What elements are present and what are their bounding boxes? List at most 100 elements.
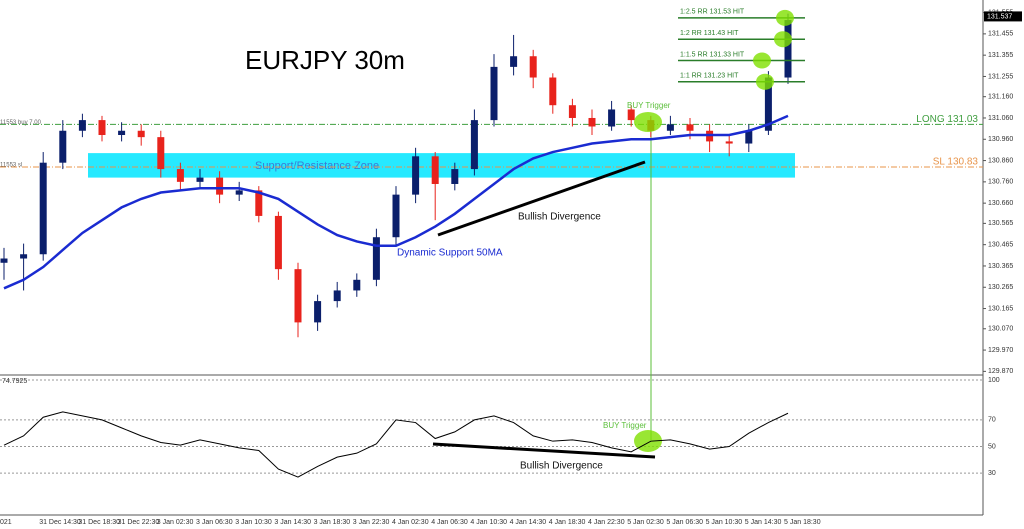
candle-body: [353, 279, 361, 291]
y-tick-label: 130.465: [988, 242, 1013, 249]
candle-body: [549, 77, 557, 106]
rsi-line: [3, 411, 789, 478]
candle-body: [137, 130, 145, 138]
candle-body: [764, 77, 772, 131]
x-tick-label: 3 Jan 18:30: [314, 519, 351, 526]
annotation: BUY Trigger: [627, 101, 671, 110]
candle-body: [333, 290, 341, 302]
x-tick-label: 31 Dec 18:30: [78, 519, 120, 526]
chart-title: EURJPY 30m: [245, 45, 405, 75]
y-tick-label: 131.160: [988, 94, 1013, 101]
x-tick-label: 4 Jan 10:30: [470, 519, 507, 526]
candle-body: [568, 105, 576, 118]
y-tick-label: 130.860: [988, 157, 1013, 164]
hit-marker: [776, 9, 794, 26]
level-label: SL 130.83: [933, 157, 979, 168]
x-tick-label: 3 Jan 06:30: [196, 519, 233, 526]
x-tick-label: 3 Jan 02:30: [157, 519, 194, 526]
candle-body: [78, 120, 86, 131]
candle-body: [608, 109, 616, 127]
candle-body: [470, 120, 478, 170]
indicator-value: 74.7925: [2, 378, 27, 385]
candle-body: [627, 109, 635, 121]
x-tick-label: 3 Jan 10:30: [235, 519, 272, 526]
candle-body: [196, 177, 204, 182]
y-tick-label: 131.255: [988, 73, 1013, 80]
candle-body: [490, 66, 498, 121]
candle-body: [431, 156, 439, 184]
y-tick-label: 130.960: [988, 136, 1013, 143]
ma-label: Dynamic Support 50MA: [397, 248, 503, 259]
candle-body: [745, 130, 753, 144]
x-tick-label: 5 Jan 02:30: [627, 519, 664, 526]
candle-body: [98, 120, 106, 136]
y-tick-label: 130.565: [988, 220, 1013, 227]
x-tick-label: 31 Dec 14:30: [39, 519, 81, 526]
x-tick-label: 5 Jan 06:30: [666, 519, 703, 526]
divergence-line: [437, 160, 646, 237]
x-tick-label: 4 Jan 06:30: [431, 519, 468, 526]
candle-body: [725, 141, 733, 144]
candle-body: [39, 162, 47, 255]
target-label: 1:2.5 RR 131.53 HIT: [680, 9, 745, 16]
y-tick-label: 50: [988, 443, 996, 450]
x-tick-label: 4 Jan 02:30: [392, 519, 429, 526]
candle-body: [686, 124, 694, 131]
x-tick-label: 4 Jan 18:30: [549, 519, 586, 526]
candle-body: [314, 301, 322, 323]
zone-label: Support/Resistance Zone: [255, 160, 379, 172]
target-label: 1:2 RR 131.43 HIT: [680, 30, 739, 37]
hit-marker: [753, 52, 771, 69]
price-tag: [984, 11, 1022, 22]
x-tick-label: 5 Jan 18:30: [784, 519, 821, 526]
candle-body: [0, 258, 8, 263]
candle-body: [59, 130, 67, 163]
order-label: 11553 sl: [0, 163, 22, 169]
target-label: 1:1 RR 131.23 HIT: [680, 73, 739, 80]
candle-body: [372, 237, 380, 280]
x-tick-label: 4 Jan 22:30: [588, 519, 625, 526]
x-tick-label: 021: [0, 519, 12, 526]
divergence-line: [432, 442, 656, 459]
candle-body: [255, 190, 263, 216]
candle-body: [666, 124, 674, 131]
candle-body: [274, 215, 282, 270]
target-label: 1:1.5 RR 131.33 HIT: [680, 51, 745, 58]
hit-marker: [756, 73, 774, 90]
candle-body: [784, 20, 792, 78]
candle-body: [510, 56, 518, 67]
annotation: Bullish Divergence: [518, 212, 601, 223]
candle-body: [451, 169, 459, 184]
candle-body: [392, 194, 400, 238]
buy-trigger-marker: [634, 112, 662, 132]
candle-body: [118, 130, 126, 136]
candle-body: [216, 177, 224, 195]
x-tick-label: 4 Jan 14:30: [510, 519, 547, 526]
y-tick-label: 30: [988, 470, 996, 477]
y-tick-label: 131.355: [988, 52, 1013, 59]
price-tag-label: 131.537: [987, 13, 1012, 20]
candle-body: [588, 117, 596, 127]
y-tick-label: 131.455: [988, 31, 1013, 38]
y-tick-label: 131.060: [988, 115, 1013, 122]
level-label: LONG 131.03: [916, 114, 978, 125]
annotation: Bullish Divergence: [520, 461, 603, 472]
hit-marker: [774, 31, 792, 48]
y-tick-label: 130.365: [988, 263, 1013, 270]
candle-body: [529, 56, 537, 78]
x-tick-label: 5 Jan 10:30: [706, 519, 743, 526]
y-tick-label: 70: [988, 417, 996, 424]
x-tick-label: 31 Dec 22:30: [118, 519, 160, 526]
y-tick-label: 130.265: [988, 284, 1013, 291]
annotation: BUY Trigger: [603, 421, 647, 430]
moving-average: [3, 114, 789, 290]
candle-body: [235, 190, 243, 195]
candle-body: [157, 137, 165, 170]
y-tick-label: 129.870: [988, 368, 1013, 375]
y-tick-label: 130.760: [988, 179, 1013, 186]
y-tick-label: 100: [988, 377, 1000, 384]
candle-body: [176, 169, 184, 182]
order-label: 11553 buy 7.00: [0, 120, 42, 126]
